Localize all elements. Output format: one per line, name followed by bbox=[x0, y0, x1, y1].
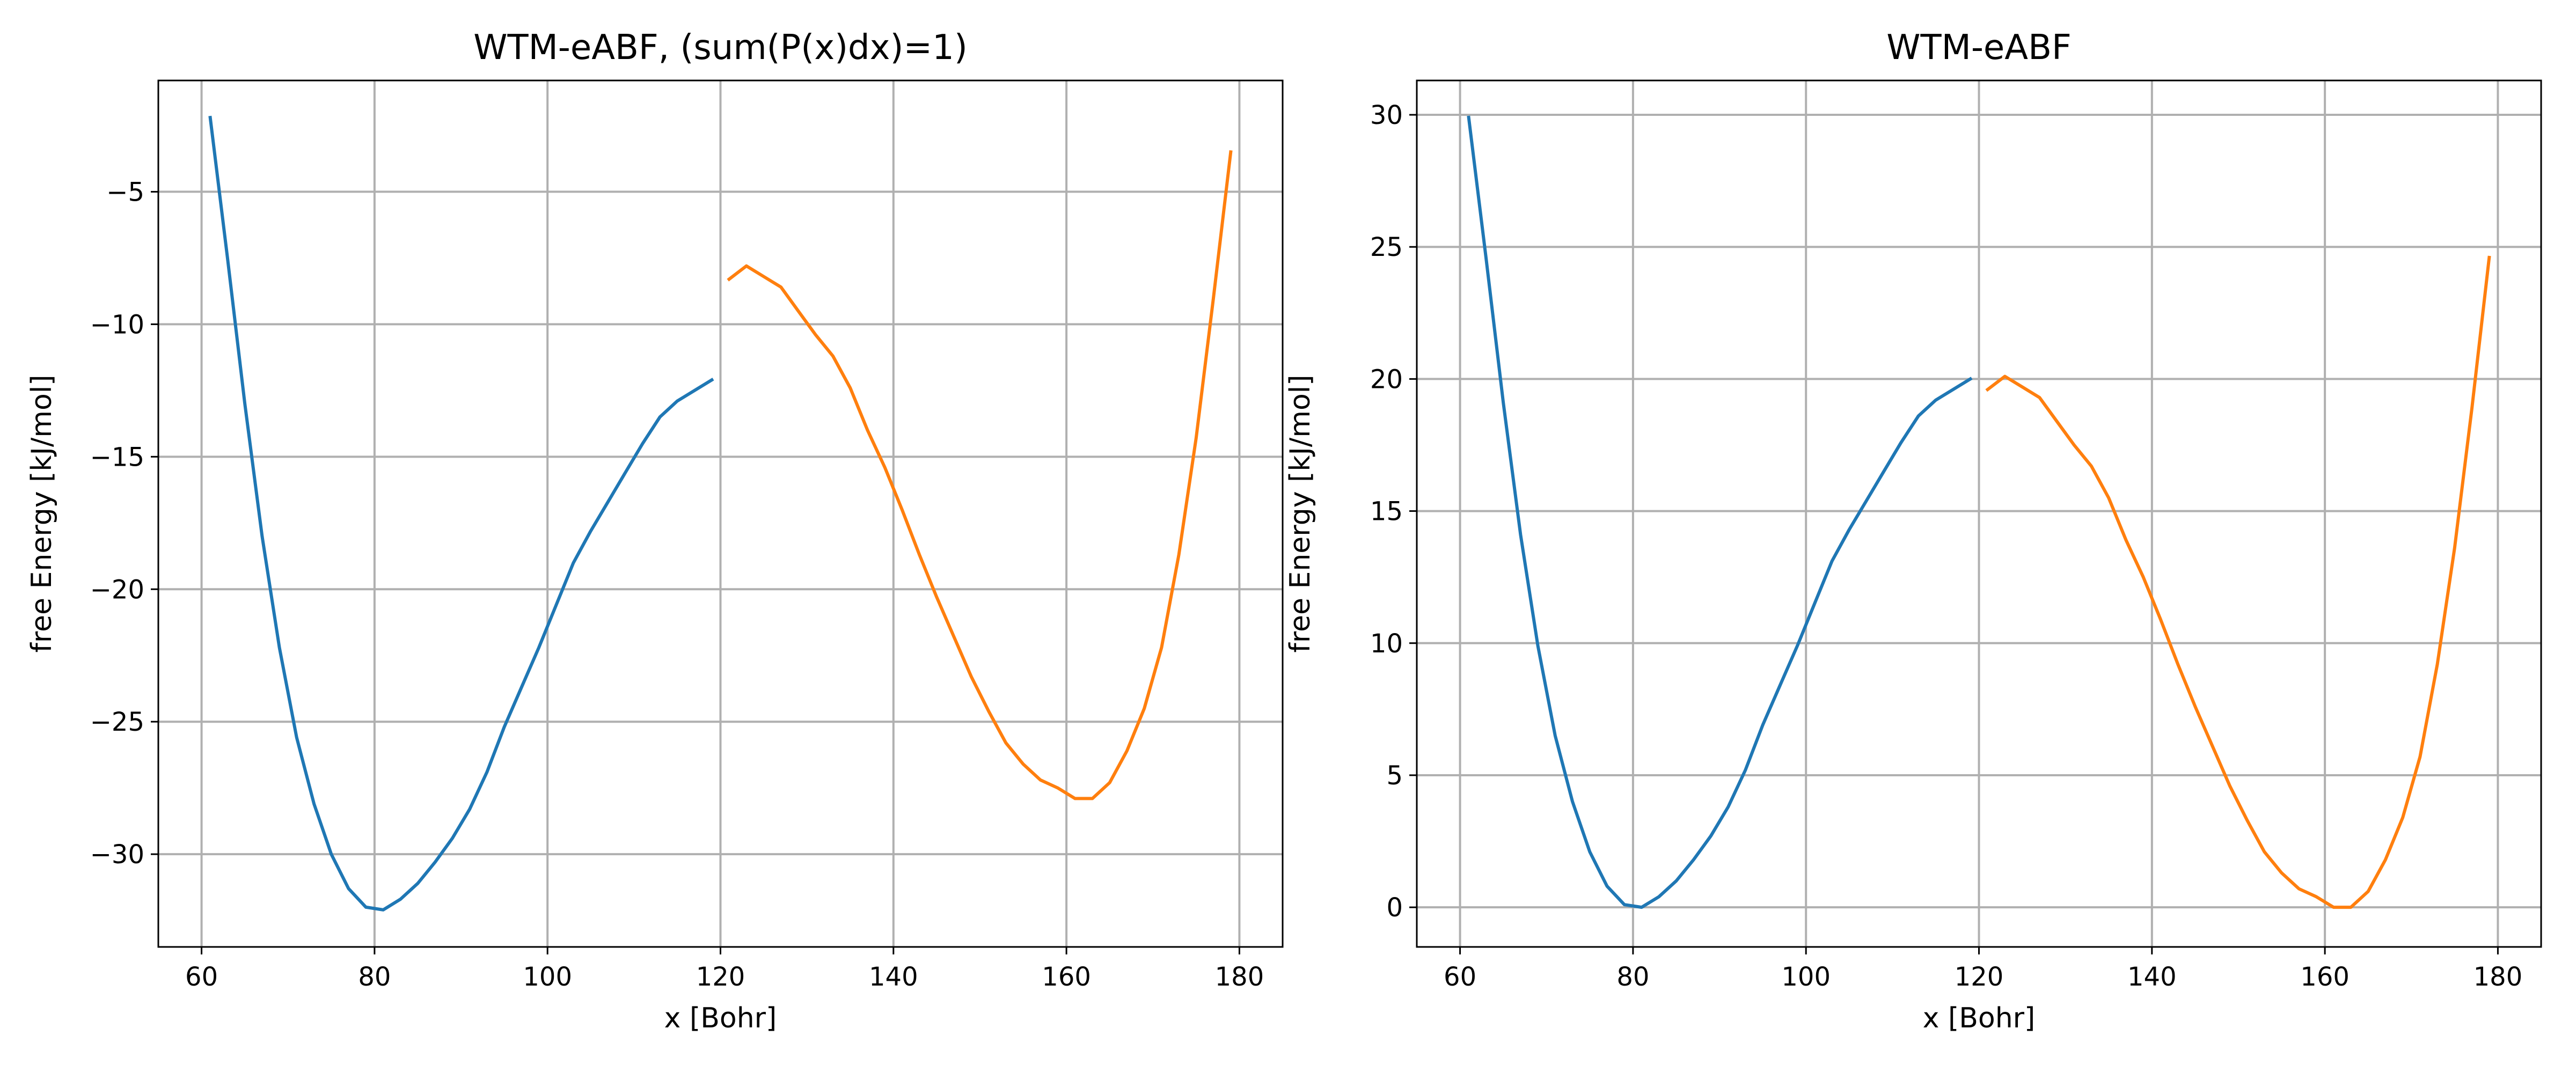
x-axis-ticks: 60 80 100 120 140 160 180 bbox=[185, 947, 1264, 992]
y-tick-label: 25 bbox=[1370, 232, 1403, 262]
y-tick-label: 10 bbox=[1370, 629, 1403, 659]
y-tick-label: −30 bbox=[90, 840, 144, 870]
series-group bbox=[1467, 115, 2491, 909]
x-axis-label: x [Bohr] bbox=[1923, 1002, 2036, 1034]
x-tick-label: 160 bbox=[2300, 962, 2350, 992]
x-tick-label: 180 bbox=[1215, 962, 1264, 992]
y-tick-label: 5 bbox=[1386, 761, 1403, 791]
grid-lines bbox=[158, 80, 1283, 947]
chart-title: WTM-eABF, (sum(P(x)dx)=1) bbox=[473, 28, 968, 68]
series-line-2 bbox=[727, 150, 1233, 800]
x-tick-label: 80 bbox=[1616, 962, 1649, 992]
y-tick-label: −25 bbox=[90, 707, 144, 737]
grid-lines bbox=[1417, 80, 2541, 947]
y-axis-label: free Energy [kJ/mol] bbox=[26, 374, 58, 652]
y-axis-label: free Energy [kJ/mol] bbox=[1284, 374, 1316, 652]
y-tick-label: −15 bbox=[90, 442, 144, 472]
y-tick-label: 20 bbox=[1370, 364, 1403, 394]
series-group bbox=[208, 115, 1233, 912]
y-tick-label: 0 bbox=[1386, 893, 1403, 923]
x-tick-label: 100 bbox=[523, 962, 572, 992]
chart-panel-right: 60 80 100 120 140 160 180 0 5 10 15 20 25 30 WTM-eAB… bbox=[1284, 28, 2542, 1034]
chart-panel-left: 60 80 100 120 140 160 180 −30 −25 −20 −15 −10 −5 WT… bbox=[26, 28, 1284, 1034]
x-tick-label: 60 bbox=[185, 962, 218, 992]
x-tick-label: 140 bbox=[2127, 962, 2177, 992]
x-tick-label: 140 bbox=[869, 962, 918, 992]
series-line-2 bbox=[1985, 255, 2491, 909]
y-axis-ticks: 0 5 10 15 20 25 30 bbox=[1370, 100, 1417, 923]
y-tick-label: 15 bbox=[1370, 497, 1403, 527]
x-axis-label: x [Bohr] bbox=[664, 1002, 777, 1034]
series-line-1 bbox=[208, 115, 714, 912]
x-tick-label: 80 bbox=[358, 962, 391, 992]
x-tick-label: 120 bbox=[696, 962, 745, 992]
x-tick-label: 60 bbox=[1444, 962, 1476, 992]
y-tick-label: 30 bbox=[1370, 100, 1403, 130]
series-line-1 bbox=[1467, 115, 1973, 909]
y-tick-label: −5 bbox=[106, 177, 144, 207]
x-tick-label: 120 bbox=[1955, 962, 2004, 992]
y-tick-label: −20 bbox=[90, 575, 144, 605]
y-tick-label: −10 bbox=[90, 310, 144, 340]
chart-title: WTM-eABF bbox=[1886, 28, 2072, 68]
x-tick-label: 180 bbox=[2473, 962, 2523, 992]
x-axis-ticks: 60 80 100 120 140 160 180 bbox=[1444, 947, 2522, 992]
y-axis-ticks: −30 −25 −20 −15 −10 −5 bbox=[90, 177, 158, 870]
x-tick-label: 100 bbox=[1781, 962, 1831, 992]
x-tick-label: 160 bbox=[1042, 962, 1091, 992]
